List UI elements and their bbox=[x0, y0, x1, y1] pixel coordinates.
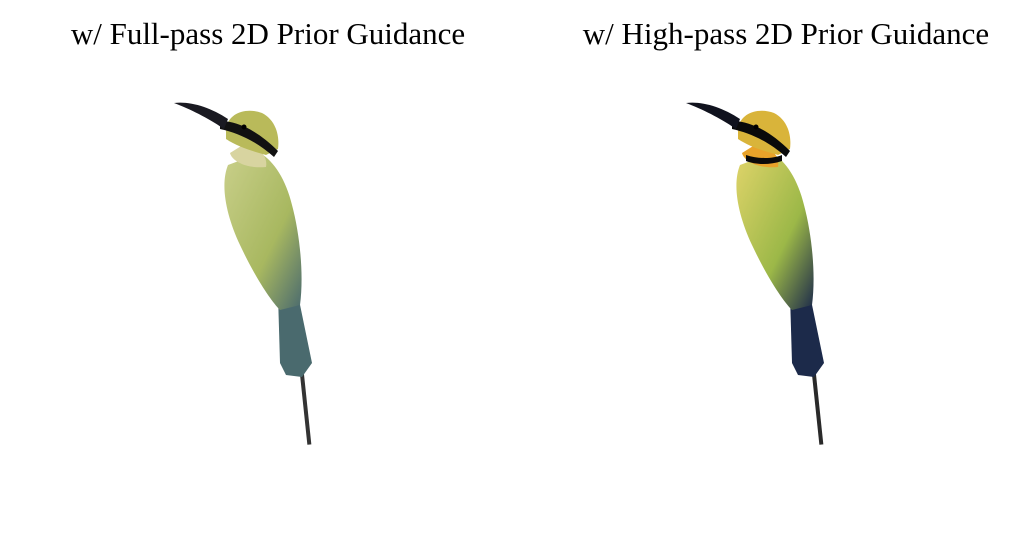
left-caption: w/ Full-pass 2D Prior Guidance bbox=[70, 16, 466, 51]
bee-eater-bird-render-icon bbox=[686, 102, 824, 445]
bee-eater-bird-render-icon bbox=[174, 102, 312, 445]
right-panel: w/ High-pass 2D Prior Guidance bbox=[512, 0, 1024, 542]
left-panel: w/ Full-pass 2D Prior Guidance bbox=[71, 16, 465, 445]
right-caption: w/ High-pass 2D Prior Guidance bbox=[582, 16, 990, 51]
